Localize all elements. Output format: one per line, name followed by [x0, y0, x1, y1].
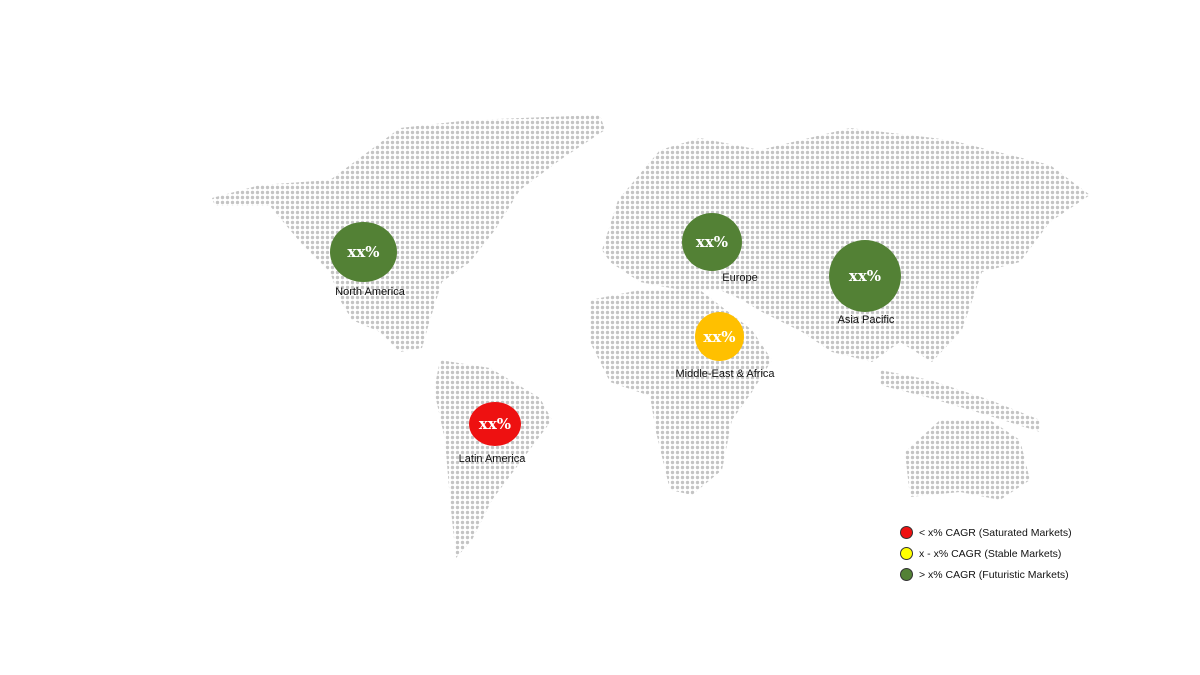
region-bubble-asia-pacific: xx%	[829, 240, 901, 312]
region-label-latin-america: Latin America	[458, 453, 526, 465]
green-dot-icon	[900, 568, 913, 581]
legend: < x% CAGR (Saturated Markets) x - x% CAG…	[900, 522, 1072, 585]
continent-south-america	[434, 360, 552, 558]
region-label-middle-east-africa: Middle-East & Africa	[675, 368, 775, 380]
legend-item-futuristic: > x% CAGR (Futuristic Markets)	[900, 564, 1072, 585]
region-label-north-america: North America	[335, 286, 405, 298]
region-bubble-europe: xx%	[682, 213, 742, 271]
legend-item-saturated: < x% CAGR (Saturated Markets)	[900, 522, 1072, 543]
region-label-europe: Europe	[722, 272, 758, 284]
region-bubble-north-america: xx%	[330, 222, 397, 282]
continent-north-america	[212, 115, 605, 352]
region-label-asia-pacific: Asia Pacific	[837, 314, 895, 326]
islands-southeast-asia	[880, 370, 1040, 432]
legend-label: < x% CAGR (Saturated Markets)	[919, 526, 1072, 539]
region-bubble-middle-east-africa: xx%	[695, 312, 744, 361]
red-dot-icon	[900, 526, 913, 539]
legend-label: > x% CAGR (Futuristic Markets)	[919, 568, 1069, 581]
yellow-dot-icon	[900, 547, 913, 560]
continent-africa	[590, 290, 772, 495]
legend-item-stable: x - x% CAGR (Stable Markets)	[900, 543, 1072, 564]
legend-label: x - x% CAGR (Stable Markets)	[919, 547, 1062, 560]
continent-australia	[905, 420, 1030, 500]
region-bubble-latin-america: xx%	[469, 402, 521, 446]
